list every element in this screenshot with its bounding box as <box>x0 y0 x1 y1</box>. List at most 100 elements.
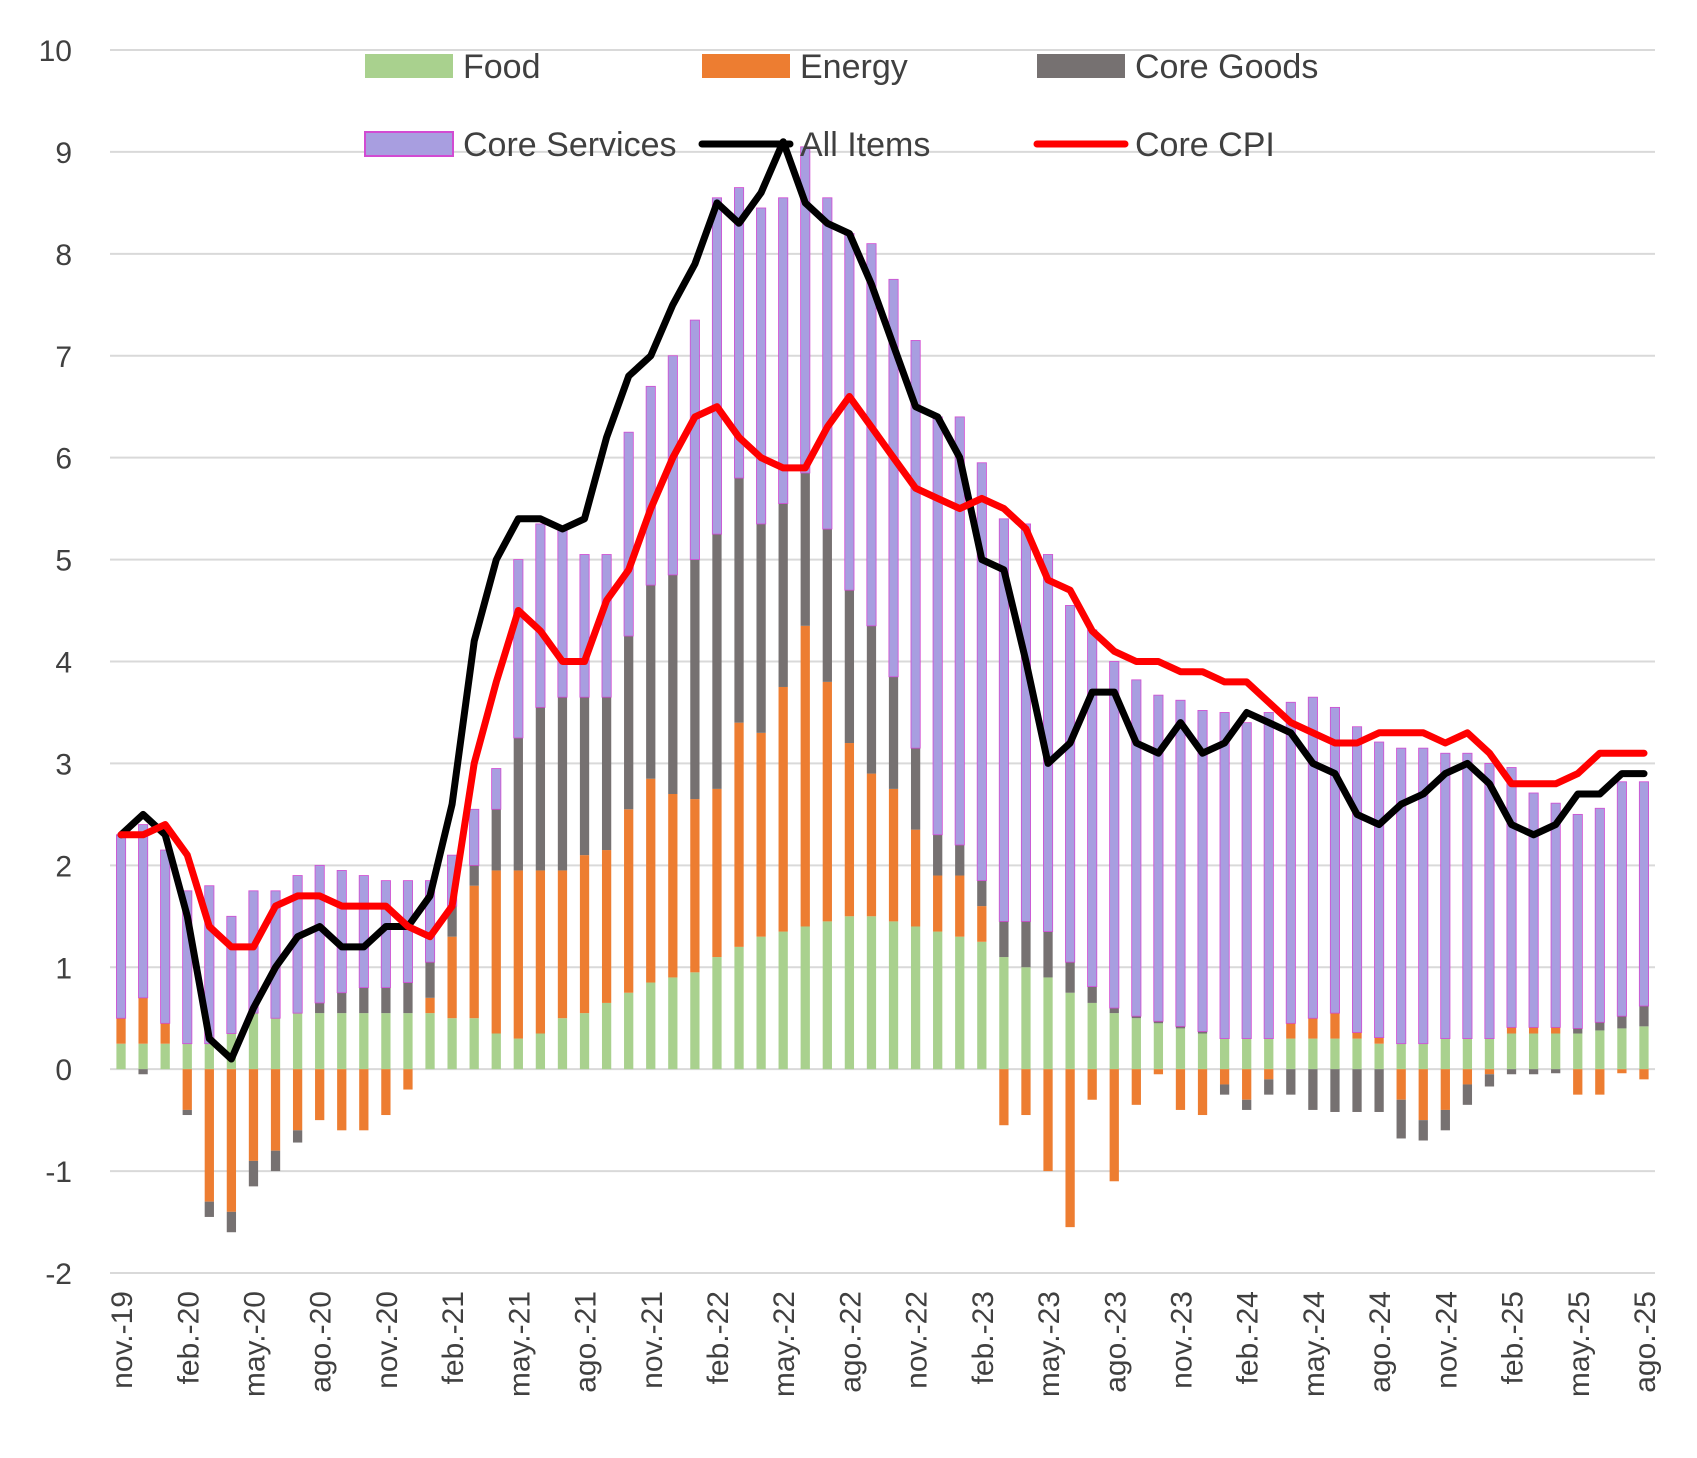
bar-core-goods-sep-22 <box>866 625 877 774</box>
bar-food-dic-21 <box>668 977 678 1070</box>
bar-core-services-mar-22 <box>734 187 745 479</box>
bar-food-jun-23 <box>1065 992 1075 1070</box>
bar-core-services-oct-22 <box>888 278 899 678</box>
bar-core-services-abr-21 <box>491 768 502 810</box>
bar-core-services-dic-22 <box>932 416 943 836</box>
bar-core-goods-ene-23 <box>955 844 965 876</box>
bar-food-may-23 <box>1043 977 1053 1070</box>
bar-core-goods-sep-23 <box>1131 1016 1141 1019</box>
bar-energy-nov-24 <box>1440 1069 1450 1110</box>
bar-energy-mar-24 <box>1264 1069 1274 1080</box>
bar-food-ago-23 <box>1109 1013 1119 1070</box>
y-tick-label: 0 <box>55 1054 72 1087</box>
bar-core-goods-sep-20 <box>337 992 347 1014</box>
bar-energy-ago-22 <box>844 743 855 917</box>
line-series <box>117 138 1648 1063</box>
bar-core-goods-jun-25 <box>1595 1022 1605 1031</box>
bar-core-services-jul-23 <box>1087 629 1098 988</box>
bar-core-goods-may-21 <box>513 737 523 871</box>
bar-energy-ene-20 <box>160 1023 170 1044</box>
bar-core-goods-jun-24 <box>1330 1069 1340 1112</box>
bar-food-jul-20 <box>292 1013 303 1070</box>
bar-core-goods-feb-24 <box>1242 1099 1252 1110</box>
bar-core-services-may-21 <box>513 559 524 739</box>
bar-core-goods-jul-22 <box>822 529 832 682</box>
x-tick-label: feb.-20 <box>172 1291 205 1384</box>
bar-core-services-ene-25 <box>1484 763 1495 1039</box>
bar-food-nov-23 <box>1175 1028 1186 1070</box>
bar-energy-nov-23 <box>1175 1069 1186 1110</box>
bar-food-ene-22 <box>690 972 700 1070</box>
bar-core-goods-dic-20 <box>403 982 413 1014</box>
bar-energy-nov-22 <box>910 829 921 927</box>
bar-core-services-jun-22 <box>800 146 811 474</box>
bar-food-mar-24 <box>1264 1038 1274 1070</box>
x-tick-label: nov.-20 <box>371 1291 404 1389</box>
bar-core-services-sep-23 <box>1131 679 1142 1017</box>
bar-food-mar-20 <box>204 1043 214 1070</box>
x-tick-label: may.-20 <box>238 1291 271 1397</box>
bar-core-services-nov-23 <box>1175 699 1186 1027</box>
bar-series <box>116 146 1649 1233</box>
y-tick-label: 7 <box>55 341 72 374</box>
bar-core-goods-ago-20 <box>315 1002 325 1014</box>
bar-energy-may-21 <box>513 870 523 1039</box>
bar-core-goods-feb-25 <box>1506 1069 1517 1075</box>
bar-energy-may-20 <box>248 1069 259 1161</box>
bar-core-goods-oct-20 <box>359 987 369 1014</box>
bar-core-goods-nov-24 <box>1440 1109 1450 1131</box>
bar-core-services-sep-24 <box>1396 747 1407 1045</box>
bar-core-services-jul-22 <box>822 197 833 530</box>
bar-energy-sep-24 <box>1396 1069 1406 1100</box>
bar-food-mar-22 <box>734 946 744 1070</box>
x-tick-label: ago.-23 <box>1099 1291 1132 1393</box>
bar-food-jul-21 <box>557 1018 568 1070</box>
bar-energy-may-22 <box>778 686 788 932</box>
bar-energy-oct-24 <box>1418 1069 1428 1121</box>
bar-core-services-dic-19 <box>138 824 149 999</box>
bar-energy-sep-20 <box>337 1069 347 1131</box>
bar-food-jul-24 <box>1352 1038 1362 1070</box>
legend-swatch-energy <box>702 54 790 78</box>
bar-core-services-may-24 <box>1307 696 1318 1019</box>
bar-energy-jul-20 <box>292 1069 303 1131</box>
bar-core-goods-feb-22 <box>712 534 722 789</box>
x-tick-label: nov.-21 <box>636 1291 669 1389</box>
bar-energy-sep-22 <box>866 773 877 917</box>
line-core-cpi <box>117 393 1648 951</box>
bar-core-services-feb-23 <box>976 462 987 882</box>
bar-core-goods-abr-22 <box>756 523 766 733</box>
bar-energy-abr-24 <box>1286 1023 1296 1039</box>
bar-core-services-jun-24 <box>1329 706 1340 1014</box>
x-tick-label: may.-23 <box>1033 1291 1066 1397</box>
bar-food-ago-25 <box>1639 1026 1649 1070</box>
bar-food-ene-24 <box>1219 1038 1230 1070</box>
bar-core-services-jun-20 <box>270 890 281 1019</box>
bar-food-sep-21 <box>601 1002 612 1070</box>
y-tick-label: 2 <box>55 850 72 883</box>
bar-food-jun-22 <box>800 926 810 1070</box>
bar-energy-jul-23 <box>1087 1069 1097 1100</box>
bar-core-goods-ene-22 <box>690 559 700 800</box>
bar-energy-ago-25 <box>1639 1069 1649 1080</box>
bar-energy-feb-21 <box>447 936 457 1019</box>
bar-core-goods-jun-23 <box>1065 962 1075 993</box>
bar-core-services-oct-21 <box>623 431 634 637</box>
bar-energy-mar-22 <box>734 722 744 947</box>
bar-energy-jun-20 <box>270 1069 281 1151</box>
bar-core-goods-oct-24 <box>1418 1120 1428 1141</box>
bar-core-services-ene-24 <box>1219 712 1230 1039</box>
bar-core-services-oct-23 <box>1153 694 1164 1022</box>
bar-food-oct-22 <box>888 921 899 1070</box>
bar-core-goods-mar-21 <box>469 865 479 886</box>
x-tick-label: feb.-21 <box>437 1291 470 1384</box>
bar-food-nov-22 <box>910 926 921 1070</box>
bar-core-services-oct-20 <box>358 875 369 989</box>
bar-core-goods-jun-22 <box>800 472 810 626</box>
bar-core-goods-dic-23 <box>1197 1031 1208 1034</box>
bar-food-abr-25 <box>1551 1033 1561 1070</box>
bar-core-services-jun-21 <box>535 523 546 708</box>
bar-core-goods-jun-20 <box>270 1150 281 1172</box>
legend-label-all-items: All Items <box>800 126 930 164</box>
